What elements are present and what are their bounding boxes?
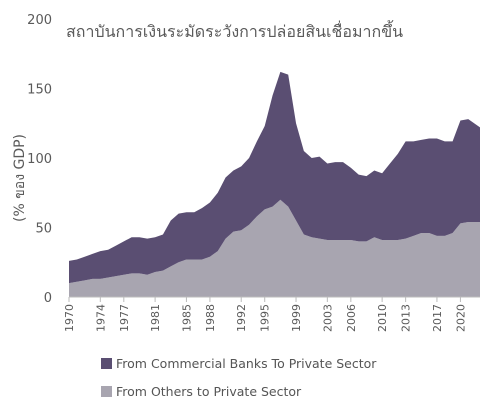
x-tick-label: 1995 <box>259 304 272 332</box>
x-tick-label: 1981 <box>149 304 162 332</box>
chart-title: สถาบันการเงินระมัดระวังการปล่อยสินเชื่อม… <box>66 20 403 41</box>
x-tick-label: 2010 <box>376 304 389 332</box>
x-tick-label: 1985 <box>180 304 193 332</box>
y-tick-label: 50 <box>35 222 52 237</box>
x-tick-label: 2006 <box>345 304 358 332</box>
x-tick-label: 1999 <box>290 304 303 332</box>
y-tick-label: 200 <box>27 13 52 28</box>
stacked-areas <box>69 71 480 297</box>
y-tick-label: 150 <box>27 83 52 98</box>
x-tick-label: 2013 <box>400 304 413 332</box>
area-series-1 <box>69 71 480 284</box>
x-axis-ticks: 1970 1974 1977 1981 1985 1988 1992 1995 1999 2003… <box>63 297 467 332</box>
x-tick-label: 2017 <box>431 304 444 332</box>
y-tick-label: 0 <box>44 291 52 306</box>
y-tick-label: 100 <box>27 152 52 167</box>
x-tick-label: 1974 <box>94 304 107 332</box>
y-axis-ticks: 0 50 100 150 200 <box>27 13 52 306</box>
legend-swatch <box>101 358 112 369</box>
x-tick-label: 2020 <box>454 304 467 332</box>
legend-label: From Commercial Banks To Private Sector <box>116 356 377 371</box>
x-tick-label: 2003 <box>321 304 334 332</box>
x-tick-label: 1977 <box>118 304 131 332</box>
y-axis-label: (% ของ GDP) <box>12 134 28 222</box>
x-tick-label: 1970 <box>63 304 76 332</box>
legend-label: From Others to Private Sector <box>116 384 302 399</box>
legend-swatch <box>101 386 112 397</box>
legend: From Commercial Banks To Private Sector F… <box>101 356 377 399</box>
x-tick-label: 1988 <box>204 304 217 332</box>
area-series-0 <box>69 199 480 297</box>
x-tick-label: 1992 <box>235 304 248 332</box>
